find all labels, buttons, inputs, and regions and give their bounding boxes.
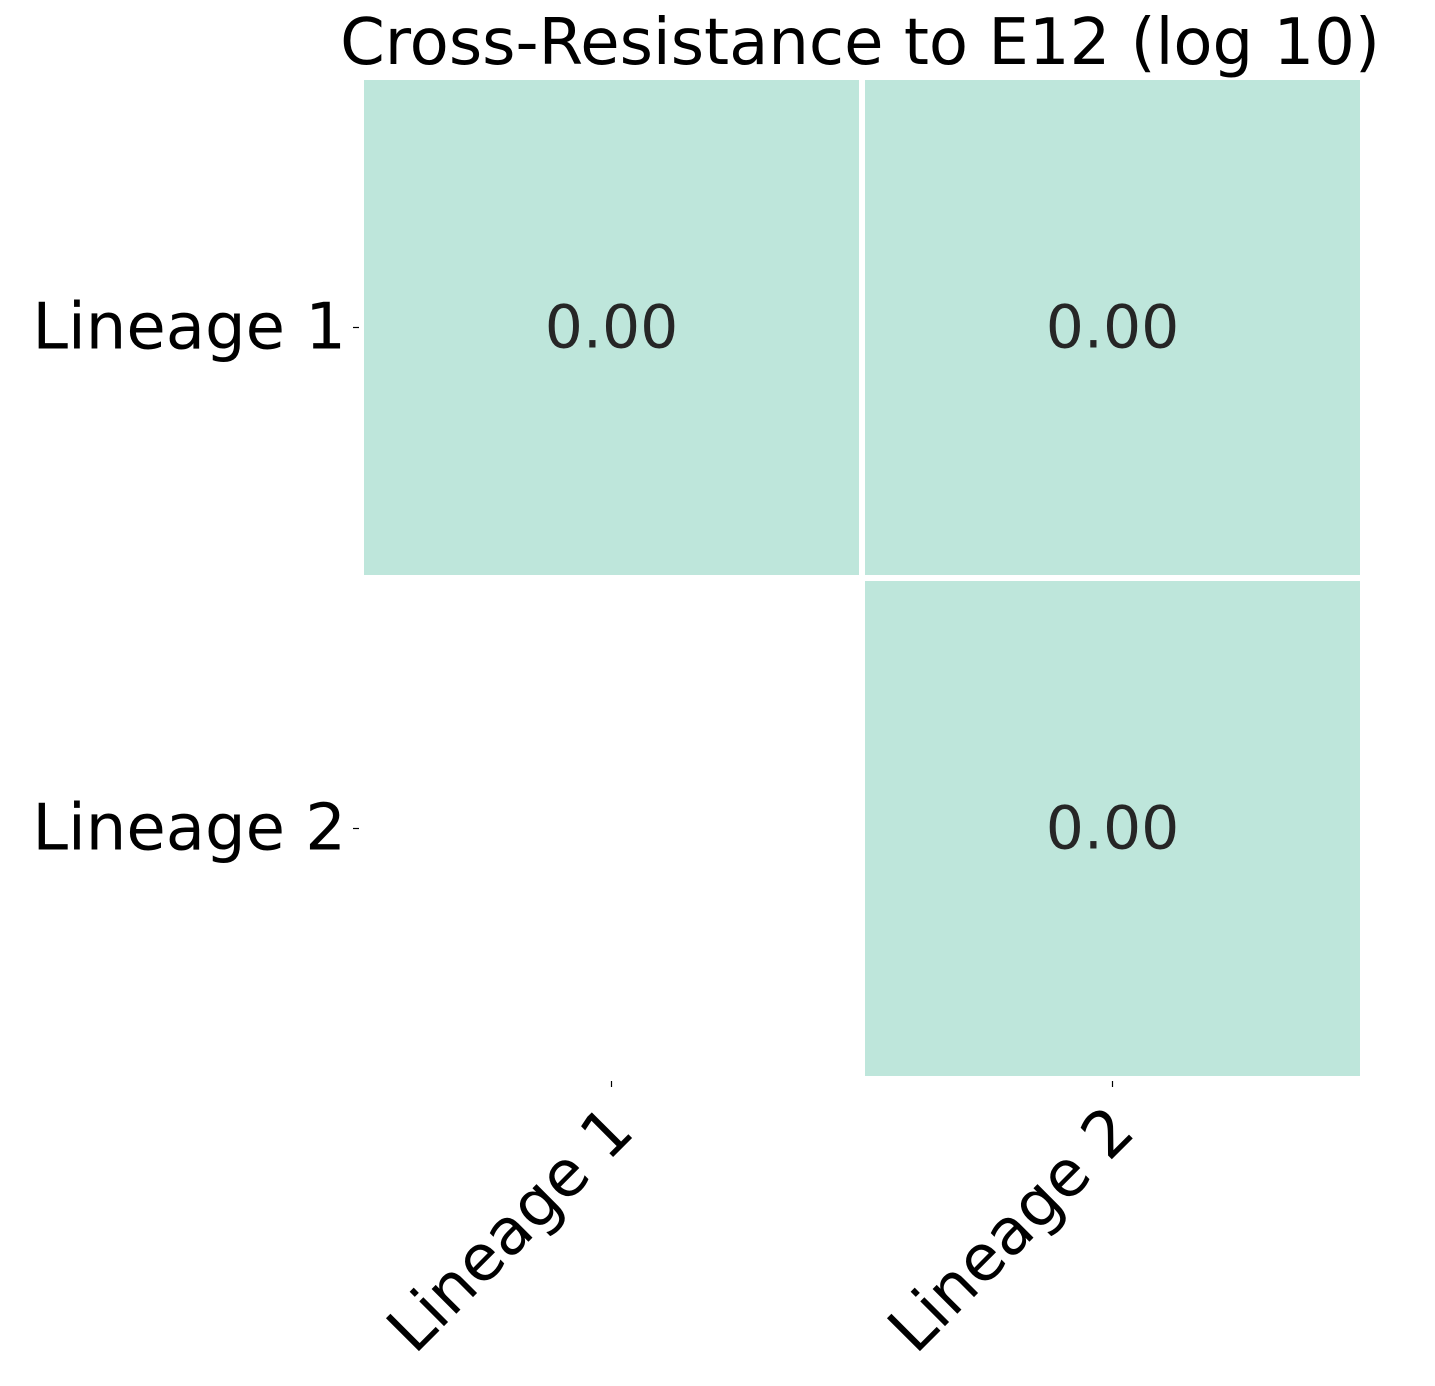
x-axis: Lineage 1 Lineage 2 [374,1081,1149,1367]
cell-value-label: 0.00 [1046,293,1180,363]
chart-title: Cross-Resistance to E12 (log 10) [340,6,1380,80]
heatmap-cell [865,581,1360,1076]
y-axis: Lineage 1 Lineage 2 [32,291,359,866]
heatmap-cells [364,80,1360,1076]
cell-value-label: 0.00 [545,293,679,363]
heatmap-cell-labels: 0.00 0.00 0.00 [545,293,1180,864]
cell-value-label: 0.00 [1046,794,1180,864]
y-tick-label: Lineage 1 [32,291,346,365]
x-tick-label: Lineage 1 [374,1093,648,1367]
heatmap-cell [865,80,1360,575]
x-tick-label: Lineage 2 [875,1093,1149,1367]
y-tick-label: Lineage 2 [32,792,346,866]
heatmap-cell [364,80,859,575]
